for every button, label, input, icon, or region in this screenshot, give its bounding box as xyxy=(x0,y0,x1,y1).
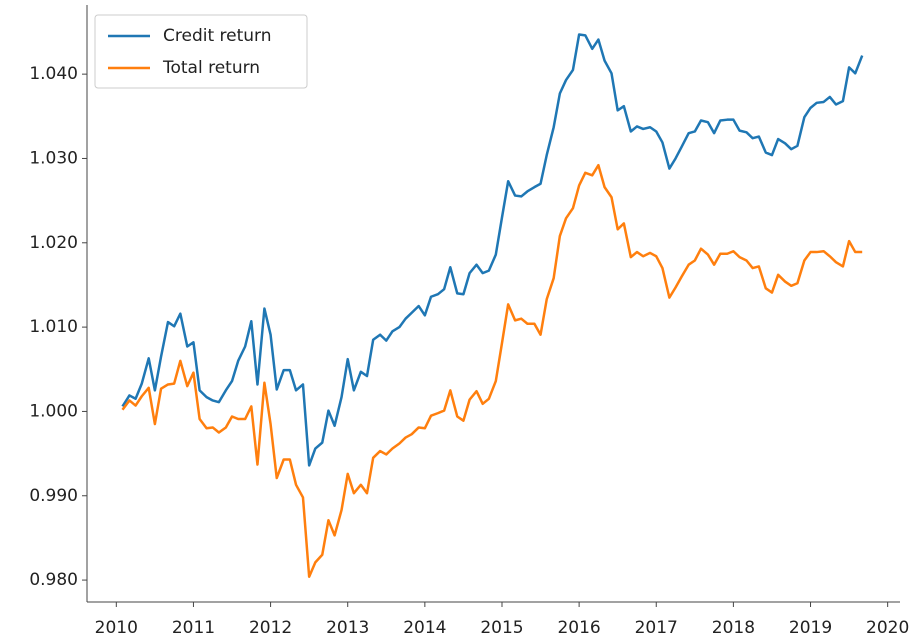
x-tick-label: 2016 xyxy=(557,618,600,638)
x-tick-label: 2018 xyxy=(712,618,755,638)
line xyxy=(121,163,863,578)
line xyxy=(121,33,864,467)
legend-box xyxy=(94,14,308,89)
legend-label: Total return xyxy=(162,58,260,78)
x-tick-label: 2015 xyxy=(480,618,523,638)
y-tick-label: 1.040 xyxy=(29,64,78,84)
x-tick-label: 2019 xyxy=(789,618,832,638)
y-tick-label: 0.990 xyxy=(29,486,78,506)
y-tick-label: 1.030 xyxy=(29,148,78,168)
x-tick-label: 2017 xyxy=(635,618,678,638)
x-tick-label: 2014 xyxy=(403,618,446,638)
x-tick-label: 2013 xyxy=(326,618,369,638)
y-tick-label: 1.000 xyxy=(29,401,78,421)
x-tick-label: 2011 xyxy=(172,618,215,638)
legend: Credit return Total return xyxy=(94,14,308,89)
x-tick-label: 2020 xyxy=(866,618,909,638)
x-tick-label: 2012 xyxy=(249,618,292,638)
y-tick-label: 0.980 xyxy=(29,570,78,590)
y-tick-label: 1.010 xyxy=(29,317,78,337)
legend-label: Credit return xyxy=(163,26,272,46)
y-tick-label: 1.020 xyxy=(29,233,78,253)
x-tick-label: 2010 xyxy=(95,618,138,638)
